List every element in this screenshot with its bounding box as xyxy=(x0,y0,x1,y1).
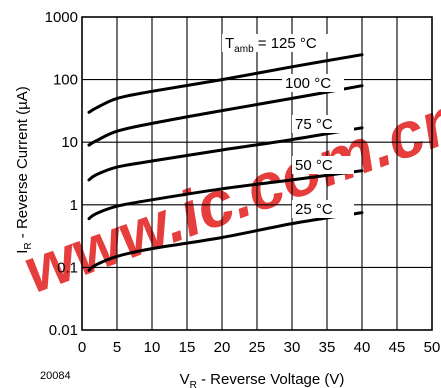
y-tick-label: 0.01 xyxy=(49,322,78,339)
series-label-1: Tamb = 125 °C xyxy=(225,35,317,55)
tick-labels: 0 5 10 15 20 25 30 35 40 45 50 0.01 0.1 1 10 100 1000 xyxy=(45,9,441,356)
series-labels: Tamb = 125 °C 100 °C 75 °C 50 °C 25 °C xyxy=(222,34,357,218)
y-axis-title: IR - Reverse Current (µA) xyxy=(14,86,34,254)
series-line-5 xyxy=(87,211,364,272)
x-tick-label: 50 xyxy=(424,339,441,356)
series-label-bg xyxy=(222,34,357,52)
plot-frame xyxy=(81,16,433,331)
x-tick-label: 45 xyxy=(389,339,406,356)
series-label-5: 25 °C xyxy=(295,201,333,218)
x-tick-label: 10 xyxy=(144,339,161,356)
series-label-2: 100 °C xyxy=(285,75,331,92)
y-tick-label: 10 xyxy=(61,134,78,151)
x-axis-title: VR - Reverse Voltage (V) xyxy=(180,371,345,388)
x-tick-label: 40 xyxy=(354,339,371,356)
x-tick-label: 35 xyxy=(319,339,336,356)
series-label-bg xyxy=(292,156,354,174)
y-tick-label: 1000 xyxy=(45,9,78,26)
series-label-4: 50 °C xyxy=(295,157,333,174)
x-tick-label: 0 xyxy=(78,339,86,356)
x-tick-label: 20 xyxy=(214,339,231,356)
series-line-4 xyxy=(87,169,364,221)
series-label-bg xyxy=(282,74,344,92)
watermark: www.ic.com.cn xyxy=(14,82,441,307)
series-label-bg xyxy=(292,200,354,218)
series-curves xyxy=(87,53,364,272)
figure-code: 20084 xyxy=(40,370,71,382)
y-tick-label: 0.1 xyxy=(57,259,78,276)
series-line-3 xyxy=(87,126,364,182)
y-tick-label: 100 xyxy=(53,72,78,89)
x-tick-label: 30 xyxy=(284,339,301,356)
series-line-2 xyxy=(87,84,364,147)
series-label-3: 75 °C xyxy=(295,116,333,133)
series-line-1 xyxy=(87,53,364,114)
x-tick-label: 5 xyxy=(113,339,121,356)
series-label-bg xyxy=(292,115,354,133)
x-tick-label: 15 xyxy=(179,339,196,356)
watermark-text: www.ic.com.cn xyxy=(14,82,441,307)
x-tick-label: 25 xyxy=(249,339,266,356)
y-tick-label: 1 xyxy=(70,197,78,214)
